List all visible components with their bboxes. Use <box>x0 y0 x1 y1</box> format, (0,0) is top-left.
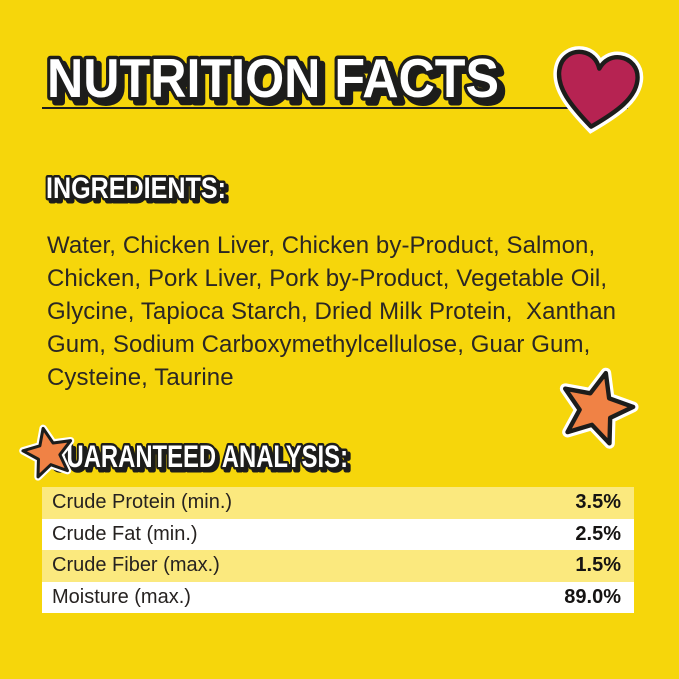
table-row-value: 3.5% <box>575 491 621 514</box>
table-row-label: Moisture (max.) <box>52 585 191 608</box>
ingredients-heading: INGREDIENTS: INGREDIENTS: <box>44 170 232 211</box>
table-row: Crude Protein (min.) 3.5% <box>42 487 634 519</box>
table-row-value: 2.5% <box>575 522 621 545</box>
guaranteed-analysis-heading-text: GUARANTEED ANALYSIS: <box>48 438 348 474</box>
ingredients-heading-text: INGREDIENTS: <box>46 172 226 205</box>
title-divider-line <box>42 107 628 109</box>
ingredients-line: Chicken, Pork Liver, Pork by-Product, Ve… <box>47 265 608 292</box>
heart-icon <box>553 46 644 134</box>
page-title: NUTRITION FACTS NUTRITION FACTS <box>44 44 508 118</box>
table-row-label: Crude Fat (min.) <box>52 522 198 545</box>
page-title-text: NUTRITION FACTS <box>47 47 499 109</box>
guaranteed-analysis-heading-shadow: GUARANTEED ANALYSIS: <box>51 441 351 477</box>
table-row-label: Crude Protein (min.) <box>52 491 233 514</box>
table-row: Moisture (max.) 89.0% <box>42 581 634 613</box>
page-title-shadow: NUTRITION FACTS <box>52 52 504 114</box>
ingredients-heading-shadow: INGREDIENTS: <box>49 175 229 208</box>
star-icon <box>19 424 75 481</box>
guaranteed-analysis-heading: GUARANTEED ANALYSIS: GUARANTEED ANALYSIS… <box>46 436 354 480</box>
table-row-value: 1.5% <box>575 554 621 577</box>
ingredients-line: Glycine, Tapioca Starch, Dried Milk Prot… <box>47 298 617 325</box>
table-row-value: 89.0% <box>564 585 621 608</box>
ingredients-line: Water, Chicken Liver, Chicken by-Product… <box>47 232 596 259</box>
table-row-label: Crude Fiber (max.) <box>52 554 220 577</box>
ingredients-line: Cysteine, Taurine <box>47 364 234 391</box>
star-icon <box>559 367 639 449</box>
ingredients-text: Water, Chicken Liver, Chicken by-Product… <box>47 229 647 394</box>
ingredients-line: Gum, Sodium Carboxymethylcellulose, Guar… <box>47 331 591 358</box>
guaranteed-analysis-table: Crude Protein (min.) 3.5% Crude Fat (min… <box>42 487 634 613</box>
table-row: Crude Fat (min.) 2.5% <box>42 518 634 550</box>
table-row: Crude Fiber (max.) 1.5% <box>42 550 634 582</box>
